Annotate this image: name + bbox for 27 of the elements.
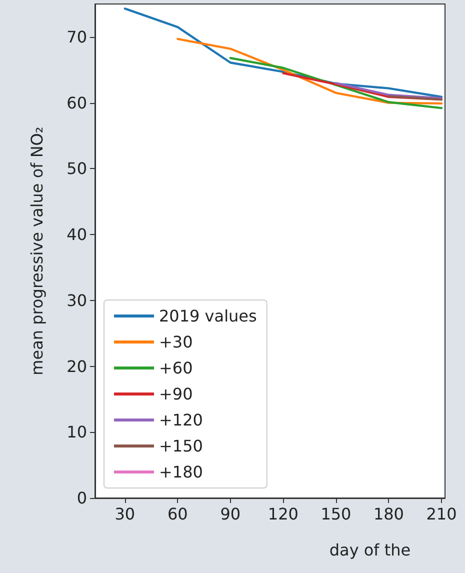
legend-label: +30 <box>159 332 193 352</box>
y-tick-label: 50 <box>66 159 87 178</box>
legend-label: +60 <box>159 358 193 378</box>
y-tick-label: 20 <box>66 356 87 376</box>
x-tick-label: 30 <box>114 504 136 524</box>
y-axis-title: mean progressive value of NO₂ <box>28 126 46 376</box>
x-axis-title: day of the <box>329 540 411 560</box>
legend-label: +180 <box>159 462 203 482</box>
y-tick-label: 70 <box>66 27 87 46</box>
line-series <box>176 38 443 105</box>
x-tick-label: 90 <box>220 504 241 524</box>
y-tick-label: 30 <box>66 290 87 310</box>
y-tick-label: 40 <box>66 225 87 244</box>
legend-label: +150 <box>159 436 203 456</box>
y-tick-label: 10 <box>66 422 87 442</box>
x-tick-label: 180 <box>373 504 404 524</box>
y-tick-label: 0 <box>76 488 87 508</box>
legend-label: +120 <box>159 410 203 430</box>
line-series <box>124 8 443 98</box>
legend-label: 2019 values <box>159 306 257 326</box>
x-tick-label: 210 <box>426 504 457 524</box>
x-tick-label: 150 <box>320 504 352 524</box>
legend-label: +90 <box>159 384 193 404</box>
x-tick-label: 120 <box>268 504 298 524</box>
x-tick-label: 60 <box>167 504 188 524</box>
line-series <box>229 56 443 110</box>
y-tick-label: 60 <box>66 93 87 112</box>
